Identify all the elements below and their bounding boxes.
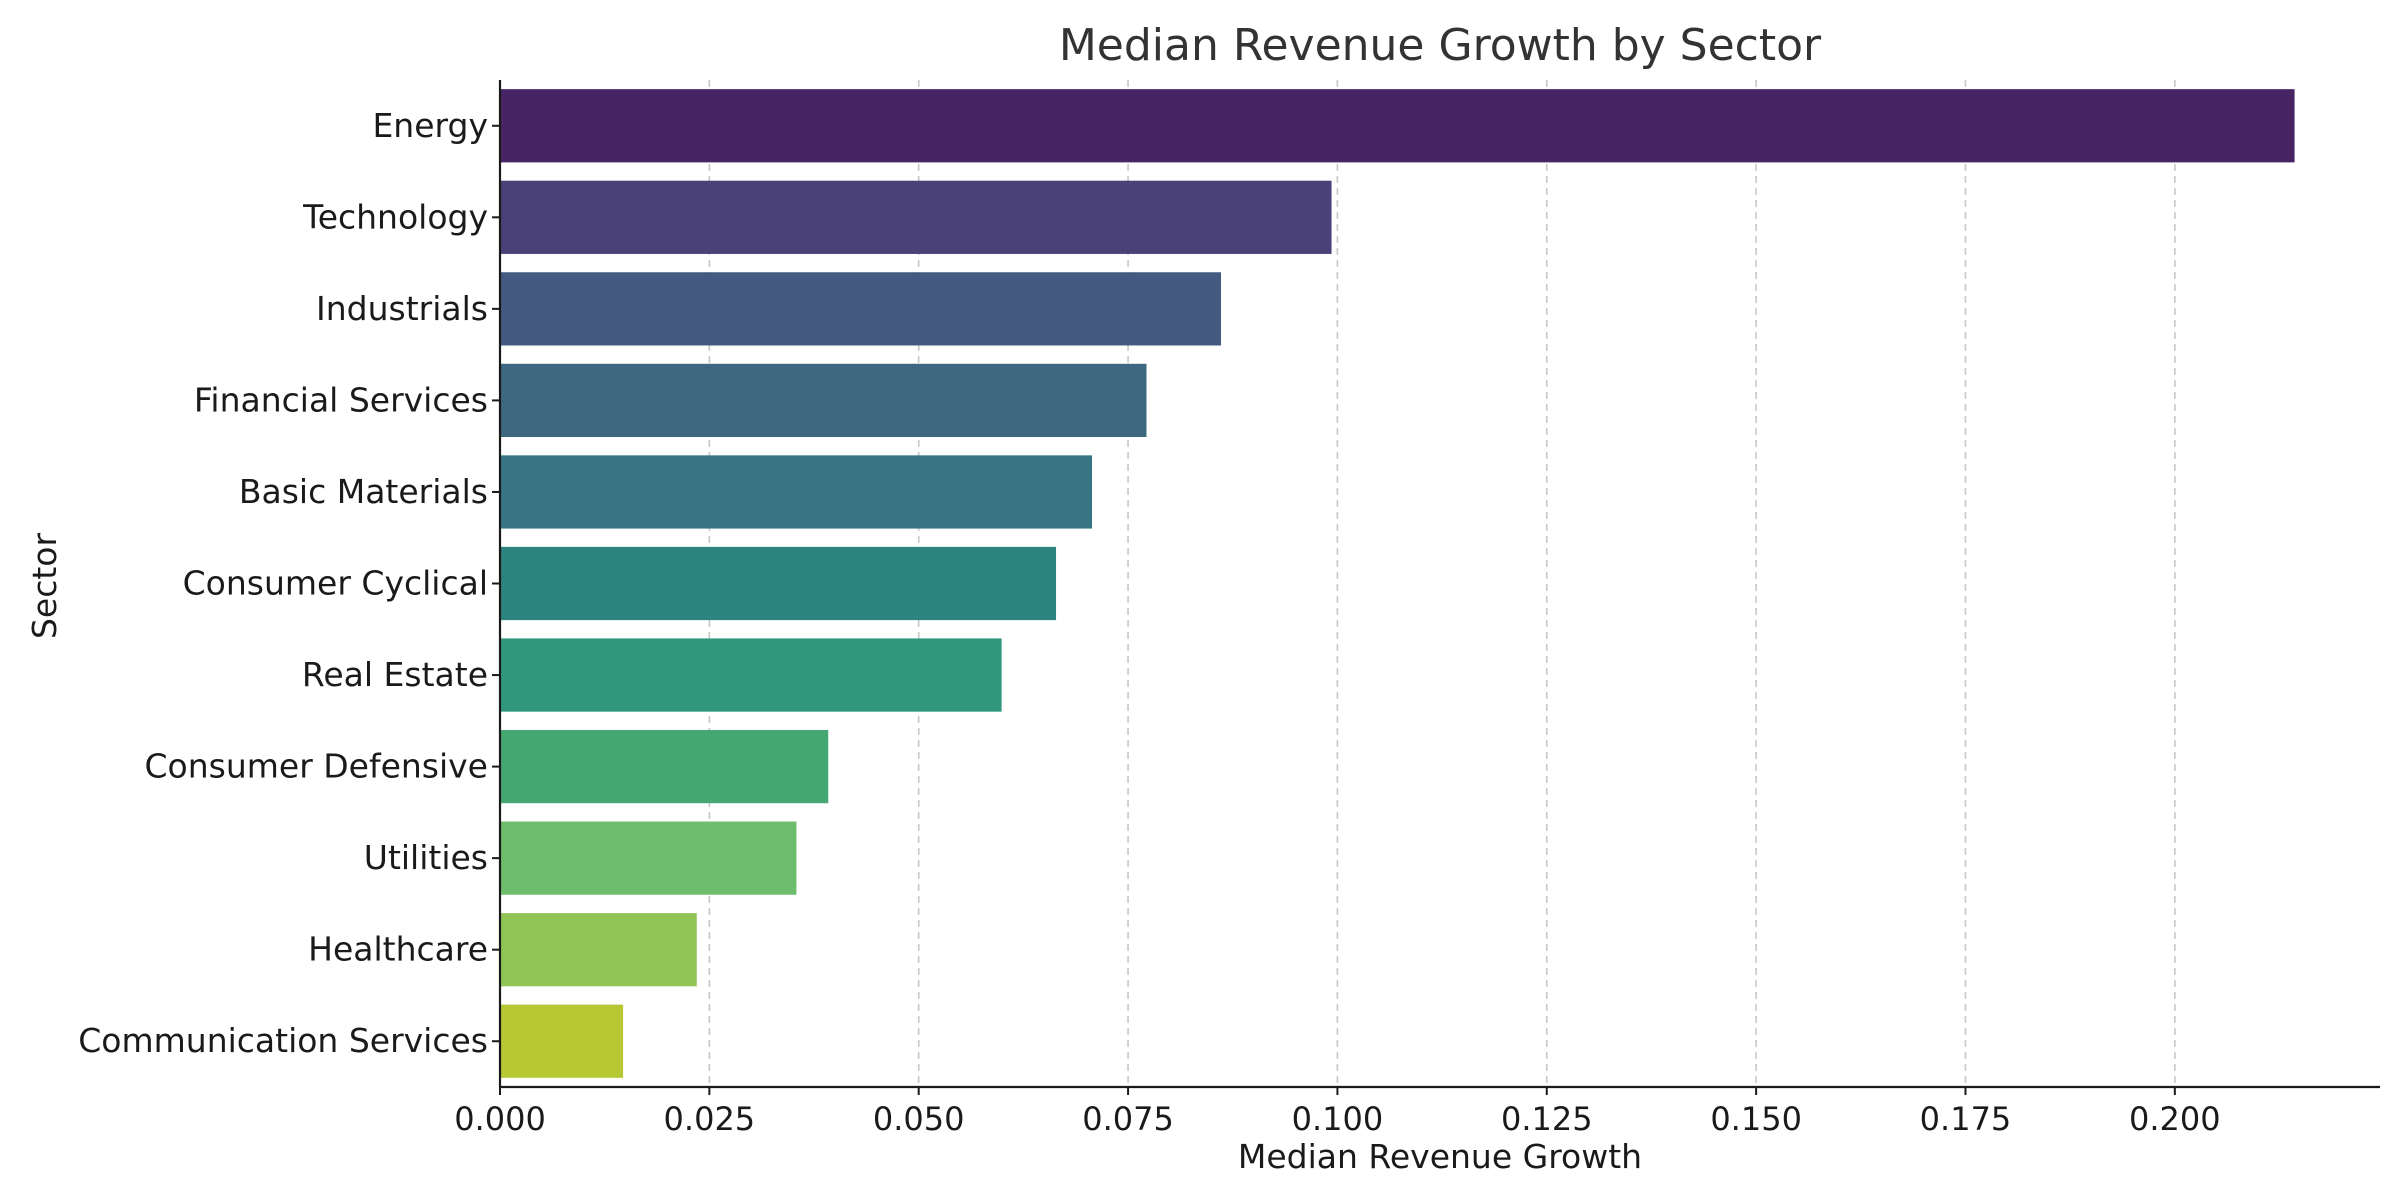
x-ticks-layer: 0.000 0.025 0.050 0.075 0.100 0.125 0.150 0.175… — [454, 124, 2221, 1138]
bar — [500, 546, 1057, 621]
x-tick-label: 0.150 — [1710, 1100, 1802, 1138]
chart-title: Median Revenue Growth by Sector — [1059, 20, 1822, 71]
bar — [500, 729, 829, 804]
bar — [500, 913, 697, 987]
x-tick-label: 0.175 — [1920, 1100, 2012, 1138]
x-tick-label: 0.050 — [873, 1100, 965, 1138]
bar — [500, 455, 1093, 529]
x-tick-label: 0.200 — [2129, 1100, 2221, 1138]
bar — [500, 89, 2295, 163]
bars-layer — [500, 89, 2295, 1078]
category-label: Real Estate — [302, 655, 488, 694]
category-label: Financial Services — [194, 380, 488, 419]
category-label: Industrials — [316, 289, 488, 328]
x-tick-label: 0.125 — [1501, 1100, 1593, 1138]
bar — [500, 638, 1002, 712]
category-label: Basic Materials — [239, 472, 488, 511]
bar — [500, 272, 1222, 346]
bar — [500, 821, 797, 895]
category-label: Consumer Cyclical — [183, 564, 488, 603]
bar — [500, 363, 1147, 438]
y-axis-label: Sector — [25, 533, 64, 640]
category-label: Healthcare — [308, 930, 488, 969]
category-label: Consumer Defensive — [144, 747, 488, 786]
category-label: Energy — [372, 106, 488, 145]
category-labels-layer: Energy Technology Industrials Financial Ser… — [78, 106, 488, 1060]
x-tick-label: 0.075 — [1082, 1100, 1174, 1138]
x-axis-label: Median Revenue Growth — [1238, 1137, 1642, 1176]
x-tick-label: 0.100 — [1292, 1100, 1384, 1138]
category-label: Utilities — [364, 838, 488, 877]
bar — [500, 1004, 624, 1078]
category-label: Technology — [302, 197, 488, 236]
x-tick-label: 0.000 — [454, 1100, 546, 1138]
x-tick-label: 0.025 — [664, 1100, 756, 1138]
bar — [500, 180, 1332, 254]
category-label: Communication Services — [78, 1021, 488, 1060]
